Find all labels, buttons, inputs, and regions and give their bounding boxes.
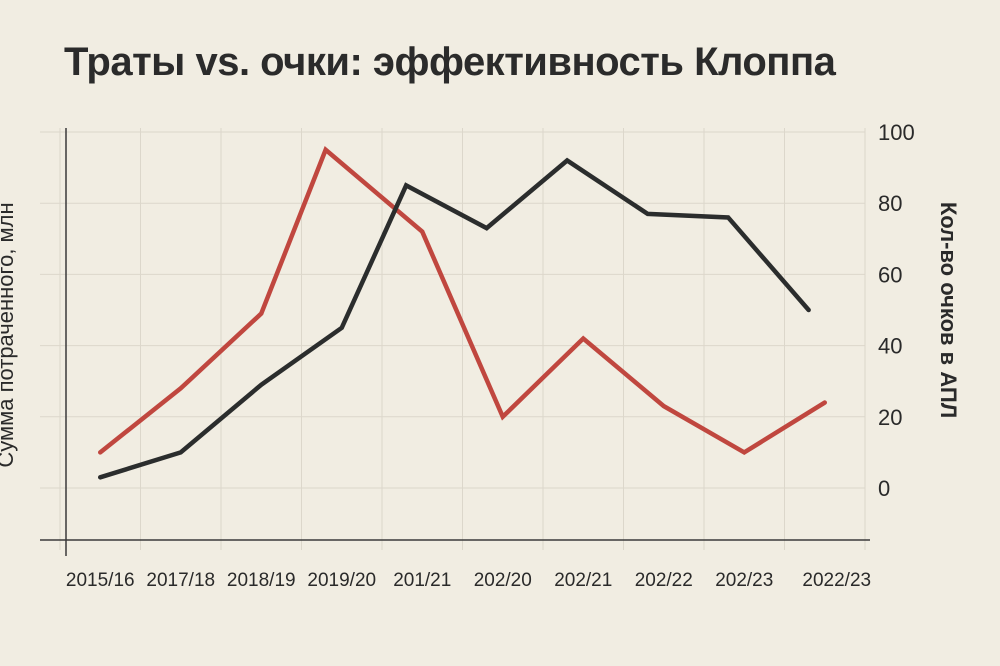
x-tick-label: 2019/20 — [307, 570, 376, 591]
y-axis-right-label: Кол-во очков в АПЛ — [936, 201, 961, 419]
y-tick-label-right: 100 — [878, 120, 915, 145]
x-tick-label: 202/21 — [554, 570, 612, 591]
y-tick-label-right: 20 — [878, 405, 902, 430]
series-line-red — [98, 146, 827, 456]
x-tick-label: 202/20 — [474, 570, 532, 591]
y-tick-label-right: 80 — [878, 191, 902, 216]
x-tick-label: 201/21 — [393, 570, 451, 591]
x-tick-label: 2015/16 — [66, 570, 135, 591]
series-line-black — [98, 157, 811, 480]
x-tick-label: 2017/18 — [146, 570, 215, 591]
x-tick-label: 2022/23 — [802, 570, 871, 591]
y-tick-label-right: 40 — [878, 334, 902, 359]
y-tick-label-right: 0 — [878, 476, 890, 501]
x-tick-label: 202/23 — [715, 570, 773, 591]
y-tick-label-right: 60 — [878, 262, 902, 287]
y-axis-left-label: Сумма потраченного, млн — [0, 202, 18, 468]
x-tick-label: 202/22 — [635, 570, 693, 591]
chart-title: Траты vs. очки: эффективность Клоппа — [64, 40, 836, 84]
x-tick-label: 2018/19 — [227, 570, 296, 591]
